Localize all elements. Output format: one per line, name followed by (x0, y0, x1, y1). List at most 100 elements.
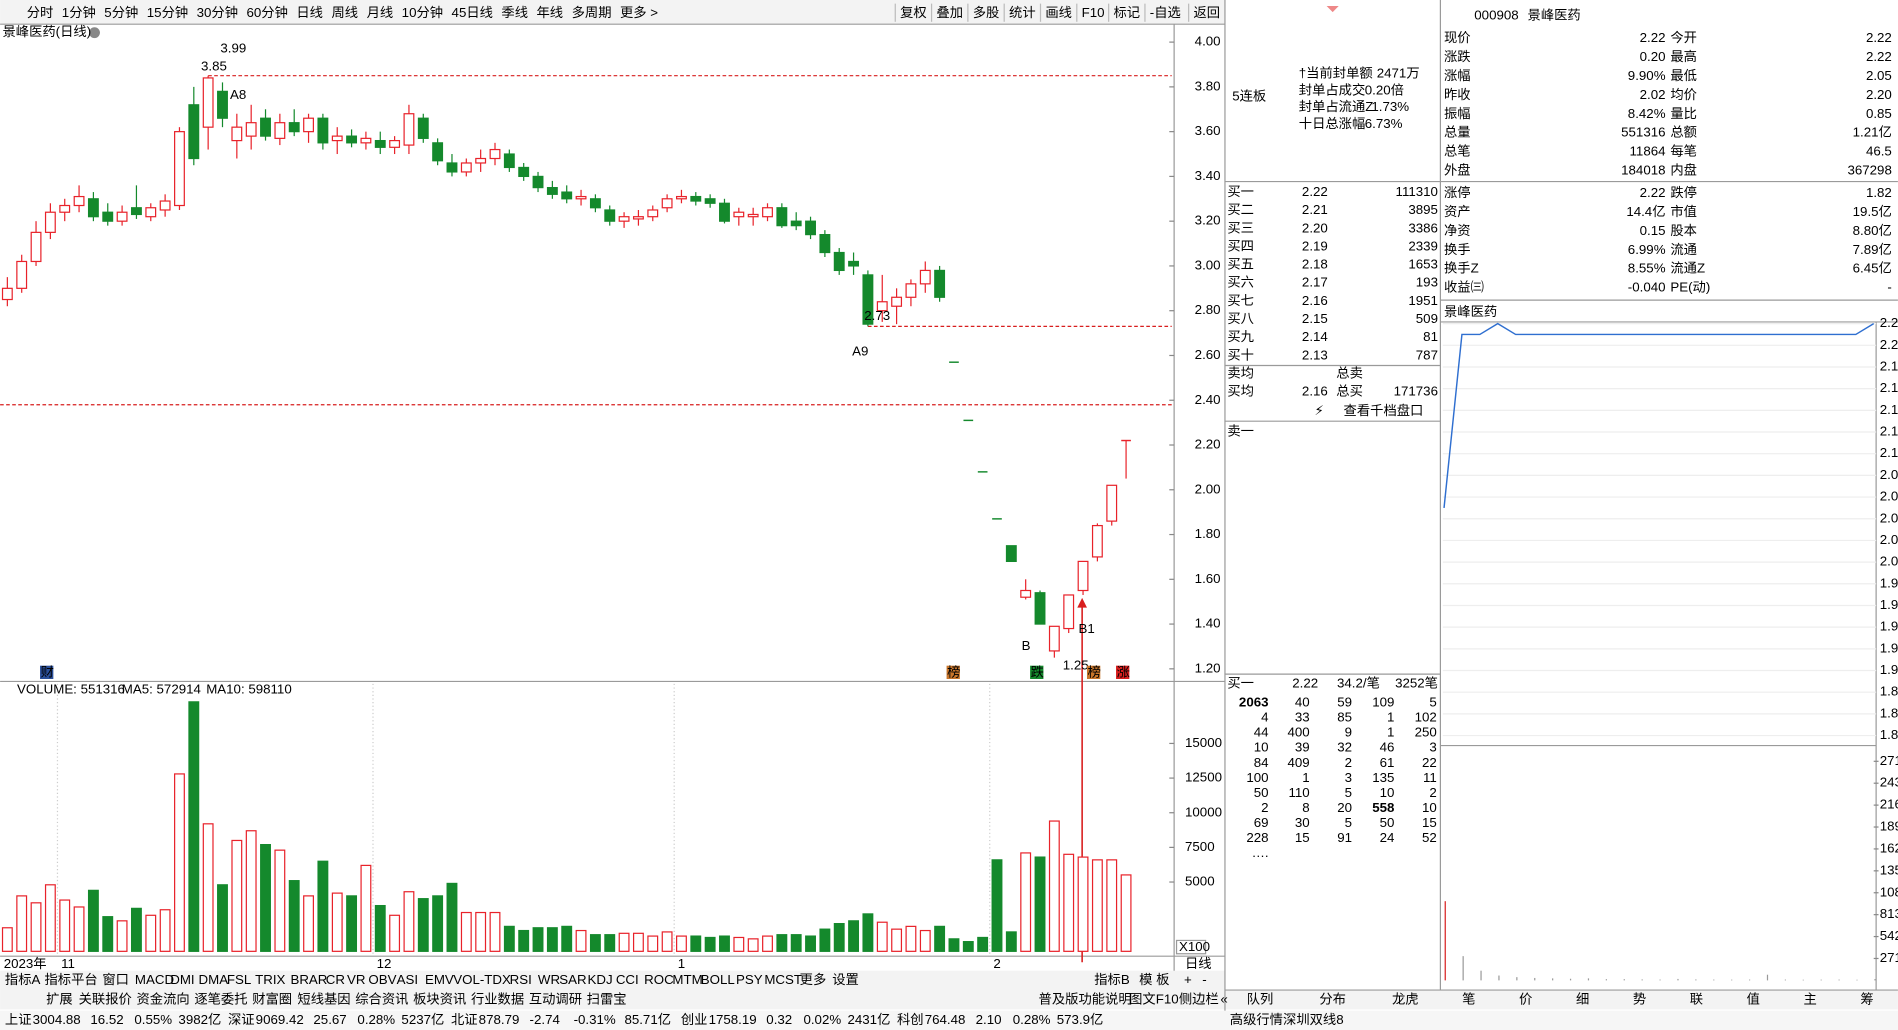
indicator-tab[interactable]: 指标平台 (45, 972, 98, 987)
info-tab[interactable]: 短线基因 (297, 991, 350, 1006)
indicator-tab[interactable]: 指标B (1094, 972, 1130, 987)
info-tab[interactable]: 行业数据 (471, 991, 524, 1006)
indicator-tab[interactable]: 模 板 (1139, 972, 1169, 987)
indicator-tab[interactable]: BRAR (290, 972, 327, 987)
period-tab[interactable]: 5分钟 (104, 4, 138, 20)
indicator-tab[interactable]: CR (326, 972, 345, 987)
chart-title: 景峰医药(日线) (3, 24, 92, 39)
period-tab[interactable]: 60分钟 (247, 4, 288, 20)
period-tab[interactable]: 1分钟 (62, 4, 96, 20)
collapse-icon[interactable] (1326, 6, 1339, 13)
detail-tab[interactable]: 势 (1633, 991, 1646, 1006)
indicator-tab[interactable]: MACD (135, 972, 174, 987)
indicator-tab[interactable]: VOL-TDX (453, 972, 511, 987)
bid-price: 2.22 (1302, 184, 1328, 199)
status-link[interactable]: 高级行情 (1230, 1011, 1283, 1027)
info-tab[interactable]: 图文F10 (1129, 991, 1179, 1006)
y-tick-label: 135552 (1880, 862, 1898, 877)
book-tab[interactable]: 分布 (1319, 991, 1346, 1006)
candle-body (876, 301, 888, 312)
quote-value: 11864 (1630, 144, 1666, 159)
period-tab[interactable]: 30分钟 (197, 4, 238, 20)
indicator-tab[interactable]: MTM (672, 972, 702, 987)
detail-tab[interactable]: 价 (1519, 991, 1532, 1006)
period-tab[interactable]: 季线 (501, 5, 528, 20)
indicator-tab[interactable]: KDJ (588, 972, 613, 987)
tool-button[interactable]: 多股 (973, 4, 1000, 20)
info-tab[interactable]: 扩展 (46, 991, 73, 1006)
info-tab[interactable]: 扫雷宝 (587, 991, 627, 1006)
indicator-tab[interactable]: 窗口 (102, 971, 129, 987)
book-tab[interactable]: 龙虎 (1392, 991, 1419, 1006)
detail-tab[interactable]: 笔 (1462, 991, 1475, 1006)
info-tab[interactable]: 普及版功能说明 (1039, 991, 1132, 1006)
indicator-tab[interactable]: - (1202, 972, 1206, 987)
indicator-tab[interactable]: PSY (736, 972, 763, 987)
period-tab[interactable]: 月线 (367, 5, 394, 20)
detail-tab[interactable]: 筹 (1860, 990, 1873, 1006)
info-tab[interactable]: 财富圈 (252, 990, 292, 1006)
volume-bar (16, 895, 28, 952)
indicator-tab[interactable]: CCI (616, 972, 639, 987)
period-tab[interactable]: 周线 (331, 5, 358, 20)
detail-tab[interactable]: 细 (1576, 991, 1589, 1006)
tool-button[interactable]: 叠加 (936, 5, 963, 20)
info-tab[interactable]: 逐笔委托 (194, 991, 247, 1006)
detail-tab[interactable]: 值 (1747, 991, 1760, 1006)
indicator-tab[interactable]: 指标A (5, 972, 41, 987)
period-tab[interactable]: 更多 > (620, 4, 658, 20)
sell-average-label: 卖均 (1227, 366, 1254, 381)
info-tab[interactable]: 综合资讯 (355, 991, 408, 1006)
quote-label: 昨收 (1444, 87, 1471, 102)
bid-volume: 3386 (1408, 220, 1438, 235)
tool-button[interactable]: 标记 (1113, 5, 1140, 20)
indicator-tab[interactable]: 设置 (832, 972, 859, 987)
period-tab[interactable]: 年线 (537, 5, 564, 20)
info-tab[interactable]: 关联报价 (79, 991, 132, 1006)
indicator-tab[interactable]: EMV (425, 972, 454, 987)
status-link[interactable]: 深圳双线8 (1283, 1012, 1344, 1027)
candle-body (1, 287, 13, 301)
tool-button[interactable]: 复权 (900, 4, 927, 20)
period-tab[interactable]: 分时 (27, 5, 54, 20)
tool-button[interactable]: 返回 (1193, 5, 1220, 20)
quote-label: 现价 (1444, 30, 1471, 45)
indicator-tab[interactable]: SAR (559, 972, 586, 987)
indicator-tab[interactable]: 更多 (800, 971, 827, 987)
period-tab[interactable]: 45日线 (452, 5, 493, 20)
index-value: 0.55% (134, 1012, 172, 1027)
indicator-tab[interactable]: MCST (764, 972, 802, 987)
indicator-tab[interactable]: DMI (170, 972, 194, 987)
indicator-tab[interactable]: TRIX (255, 972, 285, 987)
settings-icon[interactable] (89, 27, 100, 39)
tool-button[interactable]: F10 (1082, 5, 1105, 20)
period-tab[interactable]: 10分钟 (402, 4, 443, 20)
indicator-tab[interactable]: + (1184, 972, 1192, 987)
tool-button[interactable]: -自选 (1150, 5, 1181, 20)
indicator-tab[interactable]: ASI (397, 972, 418, 987)
indicator-tab[interactable]: WR (538, 972, 560, 987)
book-tab[interactable]: 队列 (1247, 991, 1274, 1006)
tool-button[interactable]: 统计 (1009, 5, 1036, 20)
depth-link[interactable]: 查看千档盘口 (1344, 402, 1424, 418)
indicator-tab[interactable]: FSL (227, 972, 251, 987)
info-tab[interactable]: 侧边栏 (1179, 991, 1219, 1006)
indicator-tab[interactable]: RSI (510, 972, 532, 987)
indicator-tab[interactable]: BOLL (701, 972, 735, 987)
period-tab[interactable]: 15分钟 (147, 4, 188, 20)
info-tab[interactable]: 互动调研 (529, 991, 582, 1006)
board-count: 5连板 (1232, 88, 1266, 103)
info-tab[interactable]: 板块资讯 (413, 991, 466, 1006)
indicator-tab[interactable]: OBV (368, 972, 396, 987)
period-tab[interactable]: 日线 (296, 5, 323, 20)
indicator-tab[interactable]: ROC (644, 972, 674, 987)
indicator-tab[interactable]: DMA (199, 972, 229, 987)
info-tab[interactable]: 资金流向 (136, 991, 189, 1006)
info-tab[interactable]: « (1220, 991, 1227, 1006)
detail-tab[interactable]: 主 (1804, 991, 1817, 1006)
indicator-tab[interactable]: VR (347, 972, 365, 987)
detail-tab[interactable]: 联 (1690, 991, 1703, 1006)
tool-button[interactable]: 画线 (1045, 5, 1072, 20)
volume-bar (188, 701, 200, 952)
period-tab[interactable]: 多周期 (572, 4, 612, 20)
